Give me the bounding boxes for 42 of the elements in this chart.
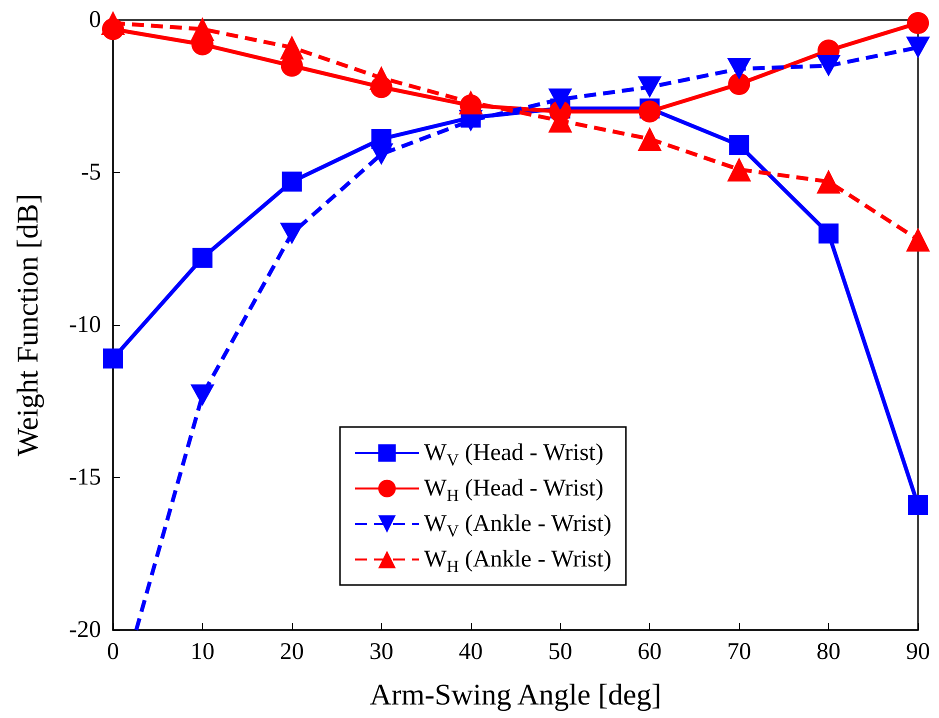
- point: [190, 17, 214, 42]
- y-tick-label: -10: [69, 312, 101, 338]
- point: [192, 248, 212, 268]
- x-tick-label: 50: [548, 639, 572, 665]
- point: [458, 90, 483, 114]
- point: [280, 35, 304, 60]
- point: [727, 58, 752, 80]
- y-tick-label: 0: [89, 7, 101, 33]
- point: [101, 11, 125, 36]
- point: [906, 36, 930, 58]
- point: [727, 157, 752, 182]
- x-tick-label: 30: [369, 639, 394, 665]
- point: [548, 108, 572, 133]
- x-tick-label: 0: [107, 639, 119, 665]
- point: [907, 12, 929, 34]
- y-tick-label: -5: [81, 160, 101, 186]
- x-tick-label: 20: [280, 639, 304, 665]
- point: [103, 348, 123, 369]
- y-tick-label: -15: [69, 464, 101, 490]
- point: [548, 88, 572, 110]
- y-axis-title: Weight Function [dB]: [12, 194, 44, 456]
- point: [816, 54, 841, 77]
- point: [369, 143, 394, 165]
- x-tick-label: 80: [816, 639, 841, 665]
- point: [818, 224, 839, 244]
- x-tick-label: 70: [727, 639, 752, 665]
- point: [729, 135, 750, 156]
- point: [906, 228, 930, 252]
- point: [638, 76, 662, 98]
- x-tick-label: 90: [906, 639, 930, 665]
- x-tick-label: 10: [190, 639, 214, 665]
- point: [816, 170, 841, 194]
- y-tick-label: -20: [69, 617, 101, 643]
- point: [728, 73, 750, 96]
- point: [638, 126, 662, 151]
- point: [638, 100, 661, 122]
- x-tick-label: 40: [458, 639, 483, 665]
- x-tick-label: 60: [638, 639, 662, 665]
- point: [908, 494, 928, 515]
- x-axis-title: Arm-Swing Angle [deg]: [370, 678, 662, 712]
- point: [282, 172, 302, 192]
- point: [190, 384, 214, 406]
